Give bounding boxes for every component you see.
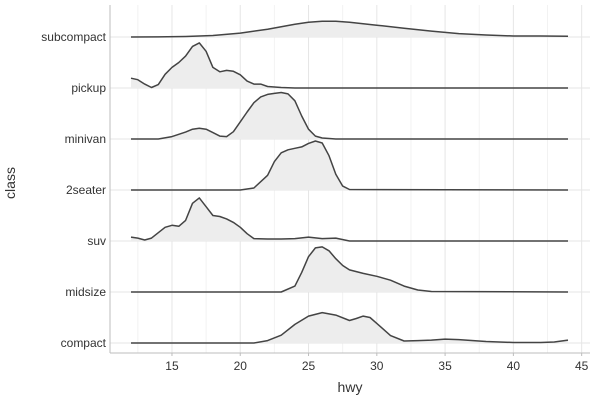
y-axis-title: class — [2, 167, 18, 199]
y-tick-labels: subcompact pickup minivan 2seater suv midsize… — [41, 30, 106, 350]
grid-layer — [110, 5, 590, 353]
ridge-area-pickup — [131, 42, 568, 88]
y-tick-label: midsize — [65, 285, 106, 299]
axis-layer — [109, 5, 590, 354]
y-tick-label: minivan — [65, 132, 106, 146]
x-tick-label: 45 — [575, 359, 589, 373]
ridge-area-subcompact — [131, 21, 568, 37]
y-tick-label: subcompact — [41, 30, 106, 44]
ridge-area-suv — [131, 197, 568, 241]
x-tick-label: 20 — [234, 359, 248, 373]
y-tick-label: suv — [87, 234, 106, 248]
ridge-area-compact — [131, 312, 568, 343]
ridge-area-2seater — [131, 141, 568, 190]
ridge-line-subcompact — [130, 20, 569, 38]
ridge-line-compact — [131, 311, 569, 344]
ridge-line-2seater — [131, 140, 569, 191]
ridge-line-minivan — [131, 91, 568, 140]
ridge-layer — [130, 20, 569, 344]
ridge-line-suv — [130, 197, 568, 242]
ridge-area-minivan — [131, 92, 568, 139]
y-tick-label: compact — [61, 336, 107, 350]
y-tick-label: pickup — [71, 81, 106, 95]
x-tick-label: 25 — [302, 359, 316, 373]
x-tick-label: 35 — [438, 359, 452, 373]
x-tick-label: 30 — [370, 359, 384, 373]
ridge-line-midsize — [131, 246, 569, 293]
ridge-area-midsize — [131, 246, 568, 292]
y-tick-label: 2seater — [66, 183, 106, 197]
x-tick-label: 40 — [507, 359, 521, 373]
x-axis-title: hwy — [338, 379, 363, 395]
ridge-line-pickup — [130, 42, 568, 89]
x-tick-label: 15 — [165, 359, 179, 373]
x-tick-labels: 15 20 25 30 35 40 45 — [165, 353, 589, 373]
